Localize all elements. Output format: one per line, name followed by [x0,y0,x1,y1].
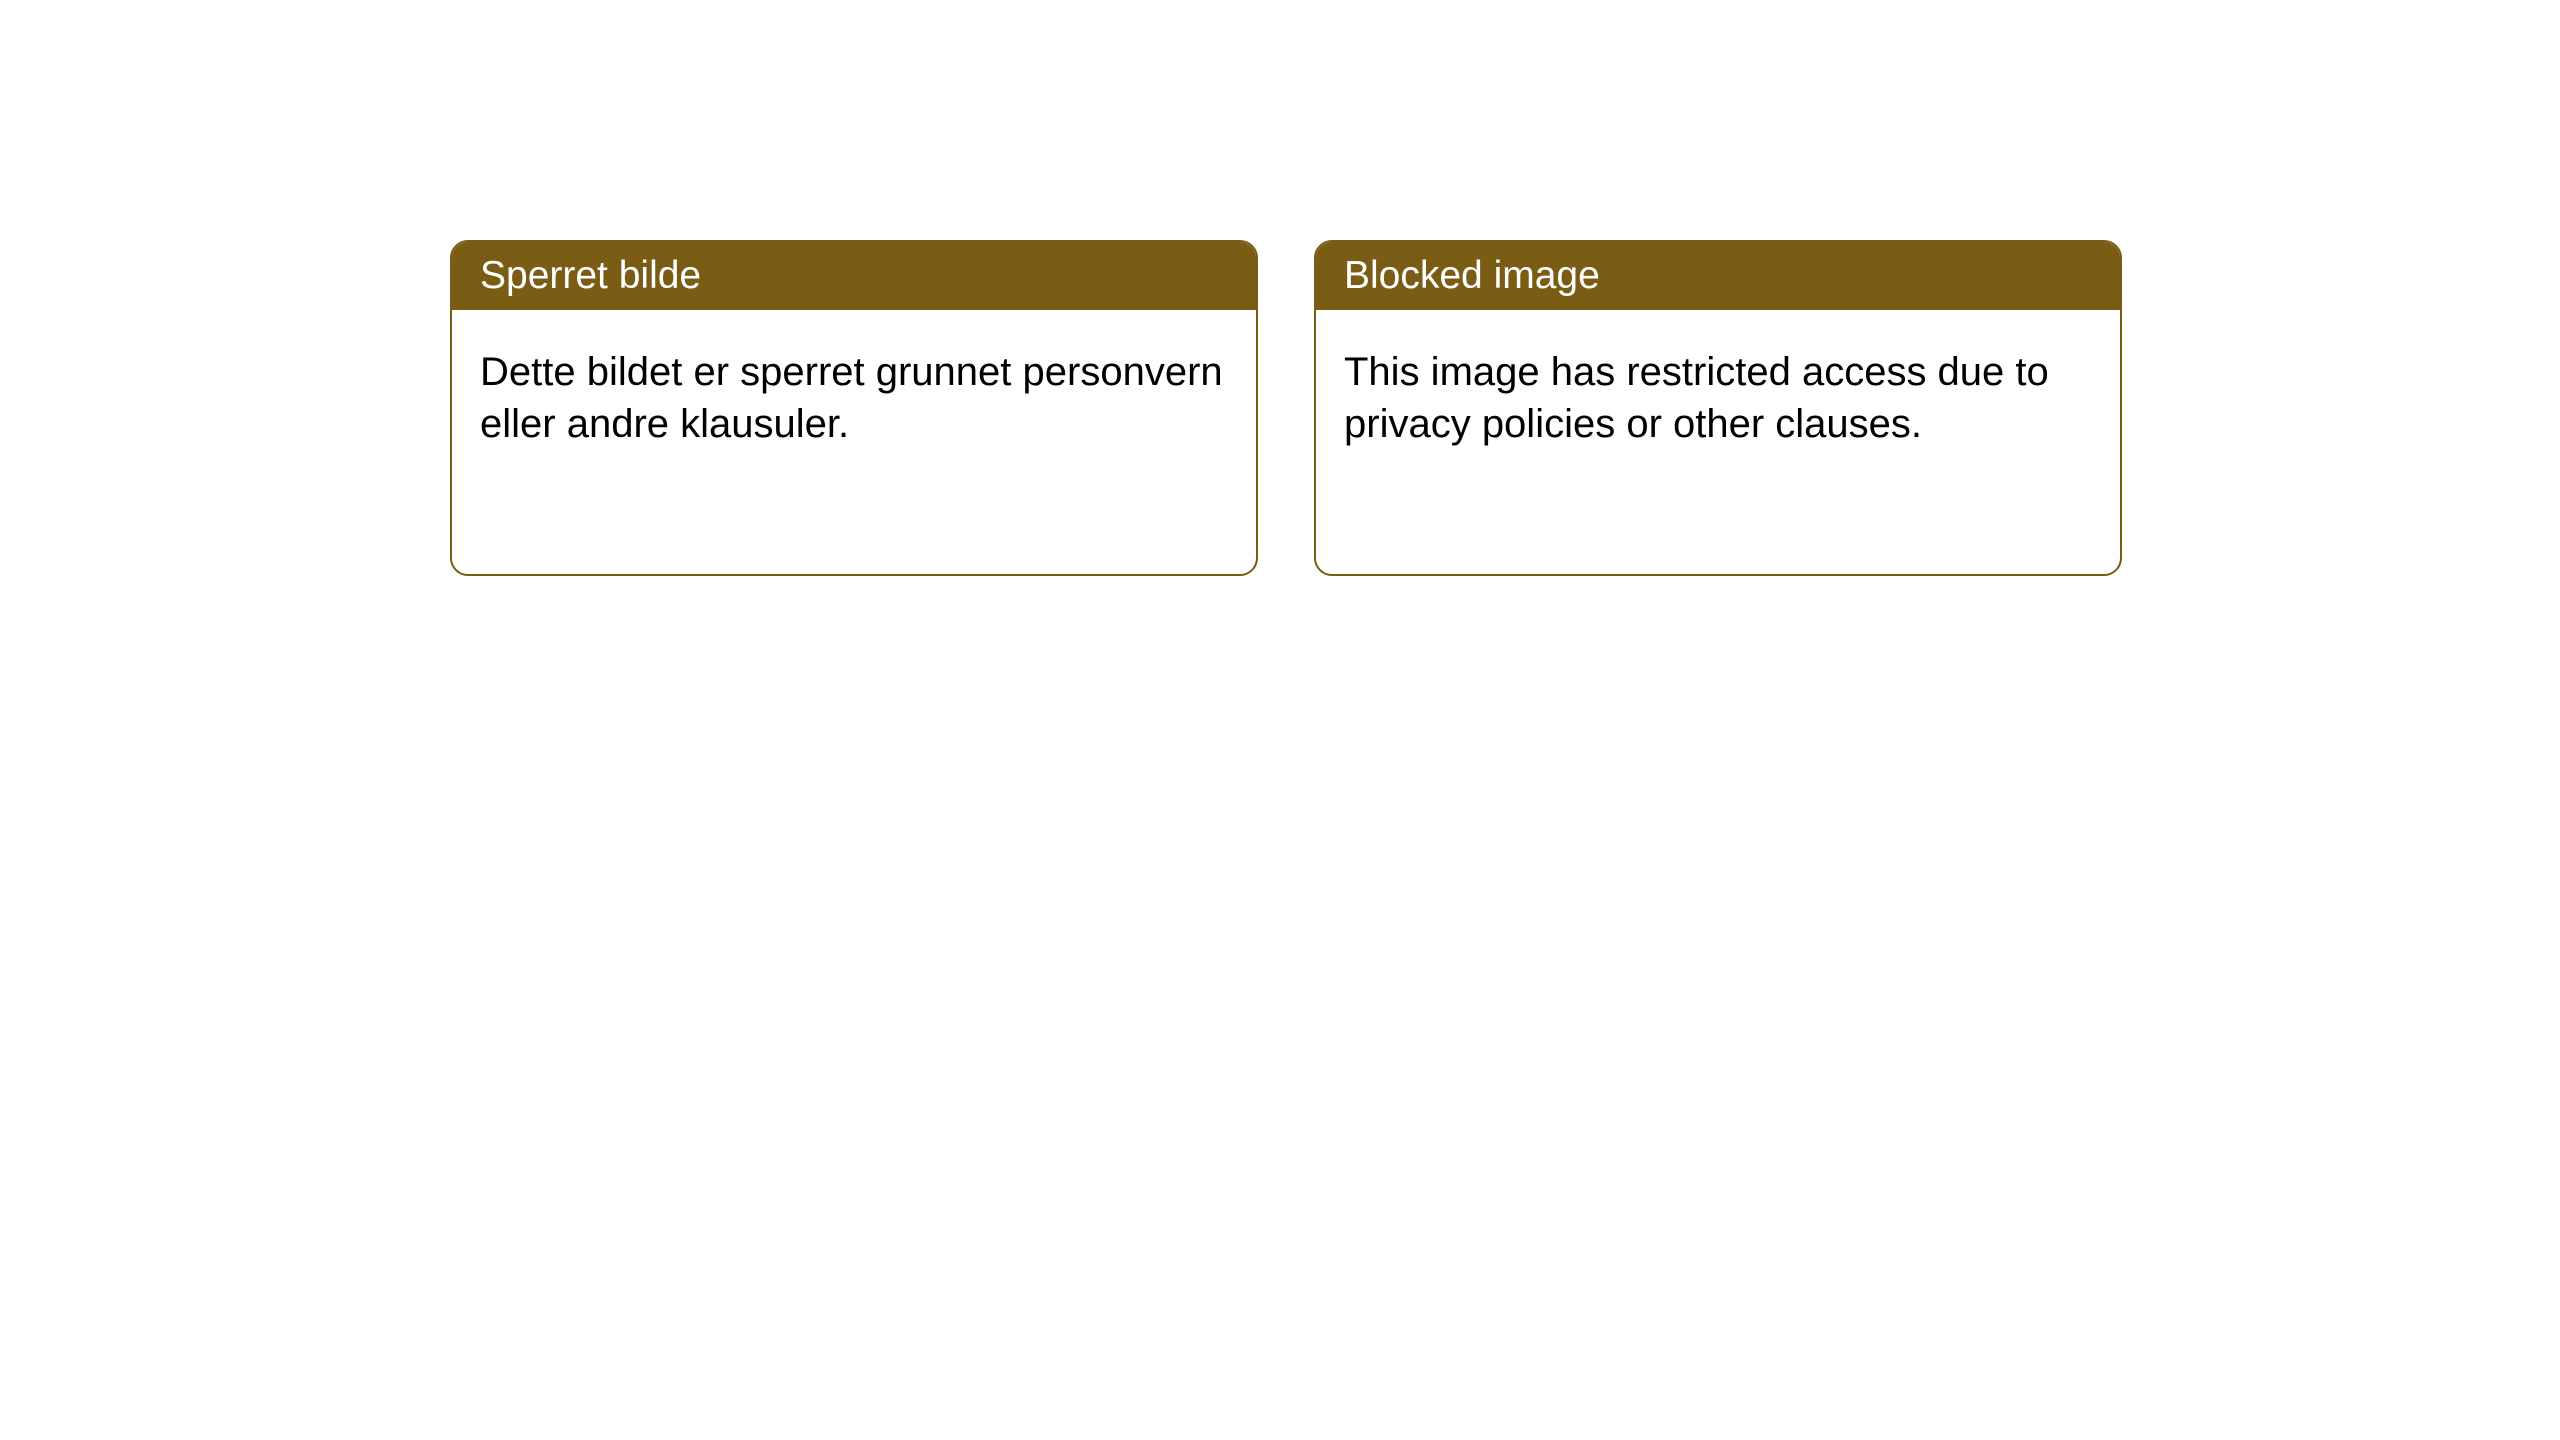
card-body-text: Dette bildet er sperret grunnet personve… [480,350,1223,446]
card-body: Dette bildet er sperret grunnet personve… [452,310,1256,486]
notice-container: Sperret bilde Dette bildet er sperret gr… [0,0,2560,576]
card-header: Sperret bilde [452,242,1256,310]
card-header: Blocked image [1316,242,2120,310]
notice-card-english: Blocked image This image has restricted … [1314,240,2122,576]
card-title: Blocked image [1344,254,1600,297]
card-title: Sperret bilde [480,254,701,297]
card-body-text: This image has restricted access due to … [1344,350,2049,446]
card-body: This image has restricted access due to … [1316,310,2120,486]
notice-card-norwegian: Sperret bilde Dette bildet er sperret gr… [450,240,1258,576]
